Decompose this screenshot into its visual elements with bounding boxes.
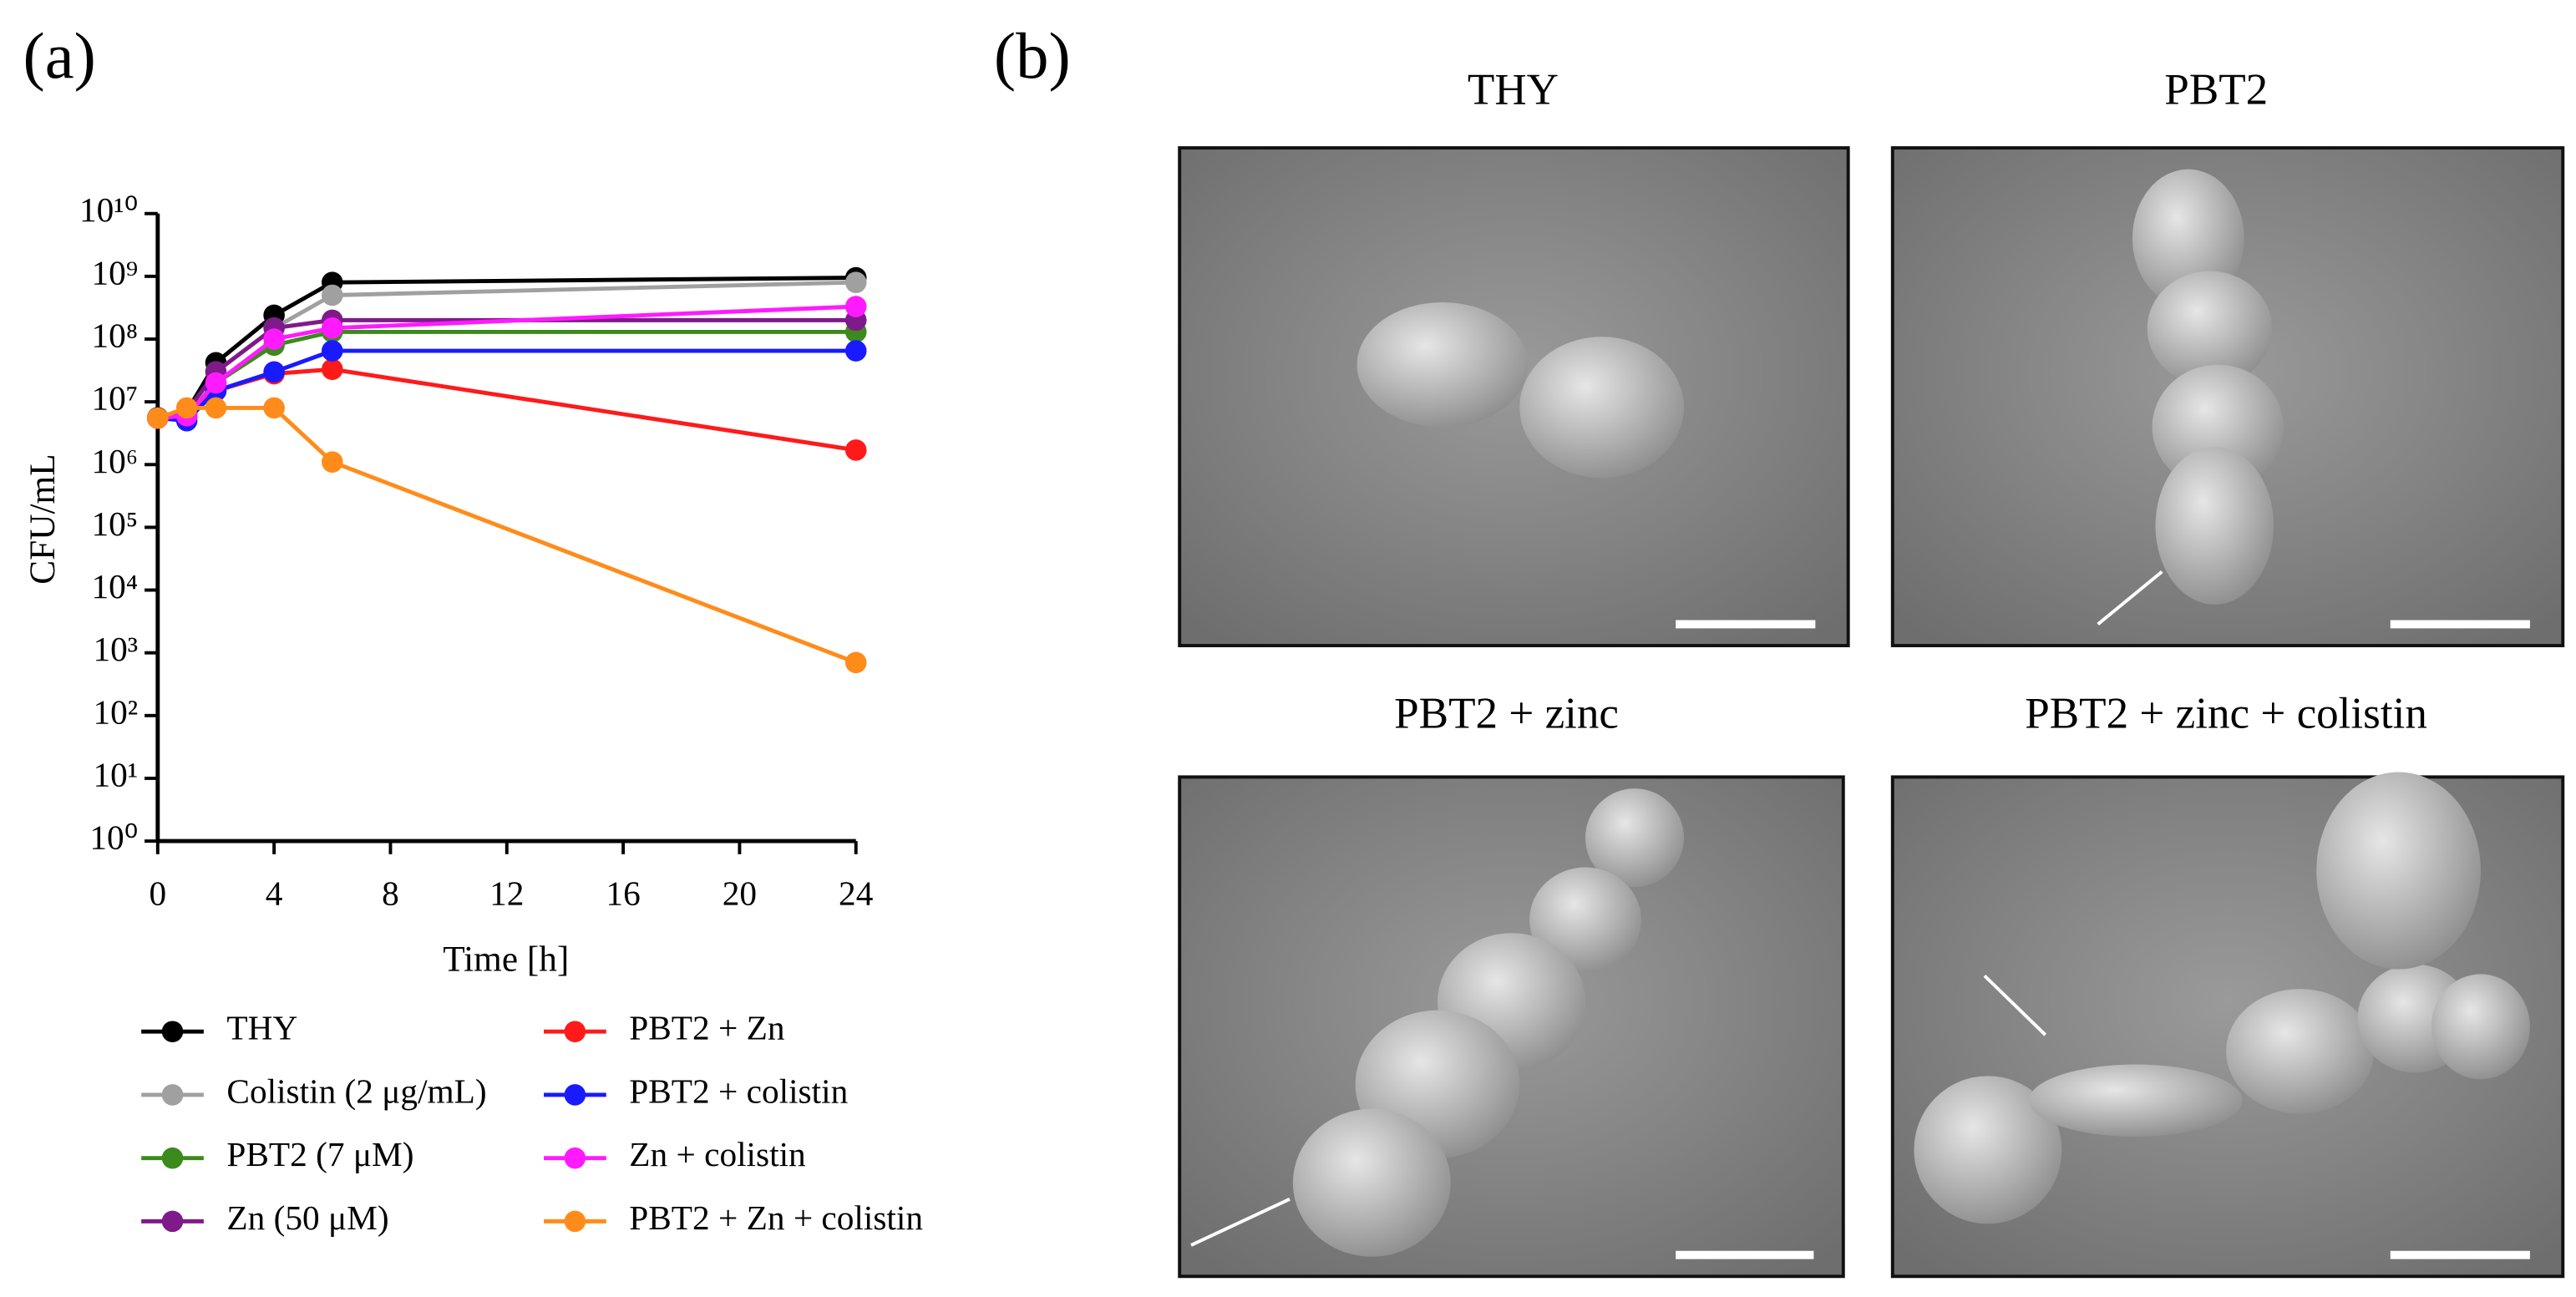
legend-marker	[161, 1084, 184, 1106]
legend-marker	[564, 1021, 586, 1043]
image-title: PBT2	[2164, 65, 2268, 114]
series-line	[157, 348, 856, 423]
x-tick-label: 20	[723, 874, 757, 912]
image-title: PBT2 + zinc	[1394, 690, 1619, 738]
x-tick-label: 12	[489, 874, 524, 912]
legend-marker	[161, 1021, 184, 1043]
cell	[1292, 1108, 1451, 1257]
x-tick-label: 0	[149, 874, 166, 912]
y-tick-label: 10⁵	[92, 504, 139, 543]
data-point	[263, 328, 285, 350]
data-point	[263, 397, 285, 419]
y-tick-label: 10¹	[94, 755, 139, 793]
legend-label: PBT2 + Zn	[629, 1009, 785, 1047]
cell	[1585, 788, 1685, 888]
legend-marker	[161, 1210, 184, 1233]
y-tick-label: 10⁸	[92, 316, 139, 354]
y-tick-label: 10⁰	[89, 818, 138, 857]
cell	[2431, 974, 2530, 1080]
legend-label: PBT2 + Zn + colistin	[629, 1198, 923, 1237]
data-point	[175, 397, 198, 419]
cell	[2316, 772, 2481, 970]
data-point	[322, 340, 343, 362]
arrow	[1983, 974, 2047, 1036]
legend-label: PBT2 (7 μM)	[226, 1135, 413, 1174]
data-point	[322, 317, 343, 339]
data-point	[844, 296, 867, 317]
y-tick-label: 10⁷	[92, 379, 139, 418]
cell	[2226, 989, 2375, 1114]
y-tick-label: 10¹⁰	[79, 190, 138, 229]
data-point	[844, 651, 867, 674]
arrow	[2097, 570, 2163, 626]
panel-label: (b)	[994, 20, 1071, 93]
legend-label: Zn + colistin	[629, 1135, 806, 1173]
data-point	[322, 358, 343, 380]
panel-label: (a)	[23, 20, 96, 93]
y-tick-label: 10²	[94, 692, 139, 731]
x-tick-label: 16	[606, 874, 640, 912]
data-point	[844, 271, 867, 293]
legend-label: THY	[226, 1009, 297, 1047]
cell	[1356, 301, 1529, 428]
cell	[1914, 1076, 2062, 1224]
data-point	[322, 451, 343, 473]
x-tick-label: 8	[382, 874, 399, 912]
image-title: THY	[1468, 65, 1559, 114]
image-title: PBT2 + zinc + colistin	[2025, 690, 2427, 738]
legend-label: Colistin (2 μg/mL)	[226, 1072, 486, 1111]
y-tick-label: 10⁴	[92, 567, 139, 605]
y-tick-label: 10⁶	[92, 442, 139, 480]
cell	[2155, 447, 2274, 605]
y-axis-label: CFU/mL	[23, 453, 63, 584]
series-line	[157, 405, 857, 665]
y-tick-label: 10⁹	[92, 253, 139, 291]
cell	[2029, 1064, 2243, 1137]
data-point	[263, 361, 285, 383]
x-tick-label: 4	[266, 874, 283, 912]
legend-marker	[161, 1147, 184, 1169]
legend-marker	[564, 1084, 586, 1106]
cell	[1529, 867, 1641, 973]
axes: 10⁰ 10¹ 10² 10³ 10⁴ 10⁵ 10⁶ 10⁷ 10⁸ 10⁹ 10¹⁰ 0 4 8 12 1…	[79, 190, 923, 1238]
data-point	[147, 407, 169, 429]
legend-label: Zn (50 μM)	[226, 1198, 388, 1238]
data-point	[322, 284, 343, 307]
y-tick-label: 10³	[94, 630, 139, 668]
micrographs: THY PBT2 PBT2 + zinc PBT2 + zinc + colis…	[1178, 65, 2565, 1279]
data-point	[205, 397, 227, 419]
data-point	[205, 372, 227, 394]
series-line	[157, 317, 856, 421]
x-axis-label: Time [h]	[443, 940, 569, 980]
data-point	[844, 340, 867, 362]
arrow	[1190, 1198, 1291, 1247]
cell	[2147, 271, 2273, 387]
cell	[1519, 337, 1685, 479]
x-tick-label: 24	[839, 874, 873, 912]
legend-marker	[564, 1210, 586, 1233]
legend-label: PBT2 + colistin	[629, 1072, 848, 1110]
data-point	[844, 439, 867, 461]
legend-marker	[564, 1147, 586, 1169]
